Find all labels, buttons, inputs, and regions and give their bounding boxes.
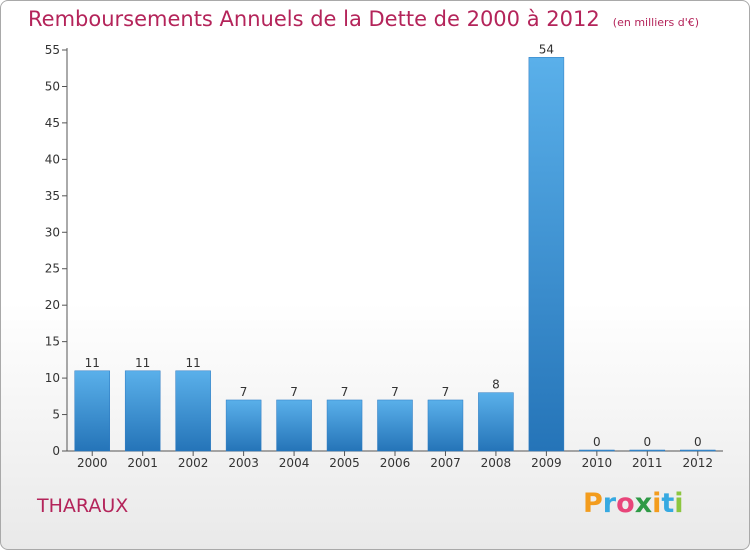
bar [175,370,211,452]
bar [377,399,413,452]
chart-title: Remboursements Annuels de la Dette de 20… [28,7,699,31]
x-tick-label: 2009 [531,456,562,470]
bar [579,449,615,452]
y-tick-label: 10 [45,371,60,385]
x-tick-label: 2010 [582,456,613,470]
bar-value-label: 7 [240,385,248,399]
bar-value-label: 0 [643,435,651,449]
bar-value-label: 7 [391,385,399,399]
bar [629,449,666,452]
x-tick-label: 2002 [178,456,209,470]
x-tick-label: 2004 [279,456,310,470]
y-tick-label: 20 [45,298,60,312]
logo-letter: i [652,488,662,519]
y-tick-label: 5 [52,408,60,422]
bar-value-label: 8 [492,378,500,392]
logo-letter: o [616,488,635,519]
proxiti-logo: Proxiti [583,488,684,519]
bar [478,392,514,452]
x-tick-label: 2008 [481,456,512,470]
bar-value-label: 54 [539,42,554,56]
bar-value-label: 7 [442,385,450,399]
bar-value-label: 0 [694,435,702,449]
x-tick-label: 2007 [430,456,461,470]
bars: 11 11 11 7 7 7 7 7 8 54 0 0 0 [74,42,716,452]
bar-value-label: 11 [135,356,150,370]
logo-letter: i [674,488,684,519]
x-tick-label: 2011 [632,456,663,470]
logo-letter: t [661,488,675,519]
bar-value-label: 11 [85,356,100,370]
bar [124,370,161,452]
bar [74,370,110,452]
y-tick-label: 50 [45,79,60,93]
bar [528,57,565,452]
y-tick-label: 25 [45,262,60,276]
y-tick-label: 35 [45,189,60,203]
bar [326,399,363,452]
x-tick-label: 2000 [77,456,108,470]
y-tick-label: 45 [45,116,60,130]
bar [276,399,312,452]
logo-letter: r [602,488,617,519]
x-axis: 2000 2001 2002 2003 2004 2005 2006 2007 2008 2009… [67,450,723,470]
bar-value-label: 7 [290,385,298,399]
y-tick-label: 40 [45,152,60,166]
chart-title-text: Remboursements Annuels de la Dette de 20… [28,7,600,31]
place-name: THARAUX [37,495,129,517]
y-tick-label: 15 [45,335,60,349]
bar-value-label: 11 [186,356,201,370]
bar-value-label: 7 [341,385,349,399]
bar [680,449,716,452]
x-tick-label: 2003 [228,456,259,470]
y-tick-label: 30 [45,225,60,239]
bar [427,399,464,452]
logo-letter: P [583,488,603,519]
y-axis: 0 5 10 15 20 25 30 35 40 45 50 55 [45,43,68,458]
x-tick-label: 2001 [127,456,158,470]
y-tick-label: 55 [45,43,60,57]
bar-value-label: 0 [593,435,601,449]
x-tick-label: 2006 [380,456,411,470]
x-tick-label: 2012 [682,456,713,470]
bar [225,399,262,452]
x-tick-label: 2005 [329,456,360,470]
logo-letter: x [634,488,653,519]
y-tick-label: 0 [52,444,60,458]
chart-unit-note: (en milliers d'€) [612,16,700,29]
